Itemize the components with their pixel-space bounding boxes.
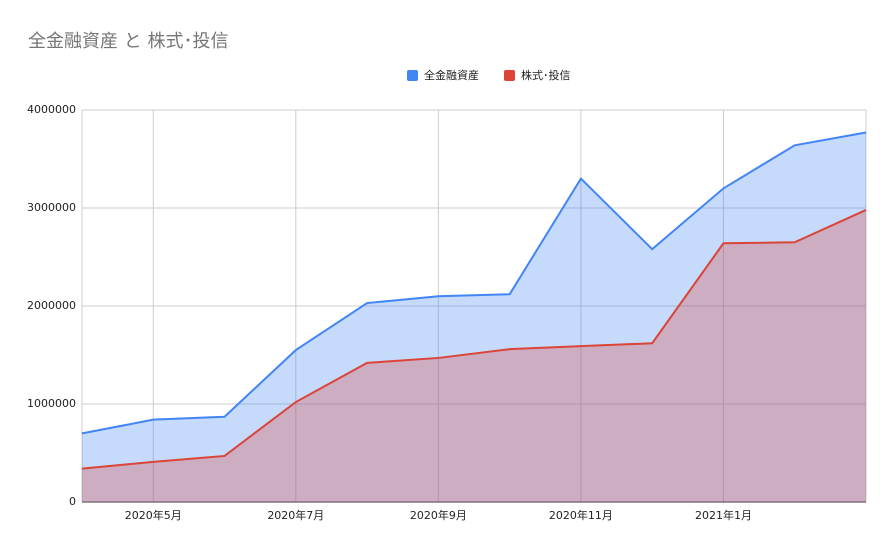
legend-label: 株式･投信 bbox=[521, 68, 571, 82]
legend-swatch bbox=[407, 70, 418, 81]
y-tick-label: 4000000 bbox=[27, 103, 76, 116]
legend-swatch bbox=[504, 70, 515, 81]
x-tick-label: 2020年5月 bbox=[125, 508, 182, 522]
y-tick-label: 3000000 bbox=[27, 201, 76, 214]
x-tick-label: 2020年9月 bbox=[410, 508, 467, 522]
y-tick-label: 0 bbox=[69, 495, 76, 508]
area-fill bbox=[82, 209, 866, 502]
x-tick-label: 2020年7月 bbox=[267, 508, 324, 522]
chart-title: 全金融資産 と 株式･投信 bbox=[28, 31, 228, 52]
y-tick-label: 2000000 bbox=[27, 299, 76, 312]
area-fill bbox=[82, 132, 866, 503]
x-tick-label: 2020年11月 bbox=[549, 508, 613, 522]
legend-label: 全金融資産 bbox=[424, 68, 479, 82]
line bbox=[81, 209, 867, 470]
line bbox=[81, 131, 867, 435]
x-tick-label: 2021年1月 bbox=[695, 508, 752, 522]
y-tick-label: 1000000 bbox=[27, 397, 76, 410]
